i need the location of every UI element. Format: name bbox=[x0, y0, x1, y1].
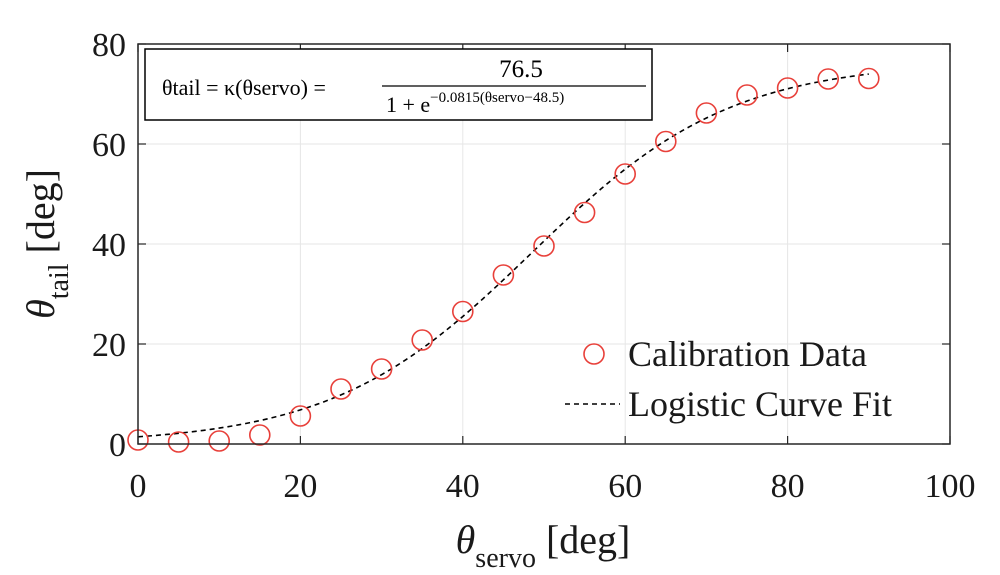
data-point bbox=[573, 201, 596, 224]
data-point bbox=[370, 358, 393, 380]
data-point bbox=[208, 430, 230, 452]
legend-label-fit: Logistic Curve Fit bbox=[628, 384, 892, 424]
legend: Calibration Data Logistic Curve Fit bbox=[565, 334, 892, 424]
data-point bbox=[654, 130, 677, 153]
logistic-fit-series bbox=[137, 73, 869, 438]
data-point bbox=[695, 102, 718, 124]
x-tick-label: 20 bbox=[283, 468, 317, 505]
x-tick-label: 0 bbox=[130, 468, 147, 505]
equation-numerator: 76.5 bbox=[499, 56, 543, 83]
y-axis-label: θtail[deg] bbox=[18, 169, 75, 319]
data-point bbox=[167, 431, 190, 453]
x-tick-labels: 0 20 40 60 80 100 bbox=[130, 468, 976, 505]
y-tick-labels: 0 20 40 60 80 bbox=[92, 27, 126, 464]
x-tick-label: 100 bbox=[925, 468, 976, 505]
data-point bbox=[817, 68, 840, 90]
legend-label-calibration: Calibration Data bbox=[628, 334, 867, 374]
x-tick-label: 40 bbox=[446, 468, 480, 505]
y-tick-label: 20 bbox=[92, 327, 126, 364]
data-point bbox=[857, 67, 880, 90]
y-tick-label: 0 bbox=[109, 427, 126, 464]
data-point bbox=[411, 329, 434, 351]
equation-lhs: θtail = κ(θservo) = bbox=[162, 75, 326, 100]
data-point bbox=[451, 300, 474, 323]
calibration-data-series bbox=[127, 67, 880, 453]
x-tick-label: 60 bbox=[608, 468, 642, 505]
x-tick-label: 80 bbox=[771, 468, 805, 505]
data-point bbox=[736, 84, 758, 106]
y-tick-label: 60 bbox=[92, 127, 126, 164]
fit-curve bbox=[137, 73, 869, 438]
data-point bbox=[289, 405, 312, 427]
equation-box bbox=[144, 48, 653, 121]
tick-marks bbox=[137, 43, 951, 445]
equation-denominator: 1 + e−0.0815(θservo−48.5) bbox=[386, 90, 564, 117]
data-point bbox=[248, 424, 271, 446]
data-point bbox=[776, 77, 799, 99]
data-point bbox=[330, 378, 352, 400]
data-point bbox=[492, 264, 515, 286]
data-point bbox=[614, 163, 637, 185]
legend-marker-calibration bbox=[583, 343, 605, 365]
x-axis-label: θservo [deg] bbox=[456, 517, 631, 574]
y-tick-label: 80 bbox=[92, 27, 126, 64]
data-point bbox=[533, 235, 555, 257]
equation-annotation: θtail = κ(θservo) = 76.5 1 + e−0.0815(θs… bbox=[144, 48, 653, 121]
y-tick-label: 40 bbox=[92, 227, 126, 264]
